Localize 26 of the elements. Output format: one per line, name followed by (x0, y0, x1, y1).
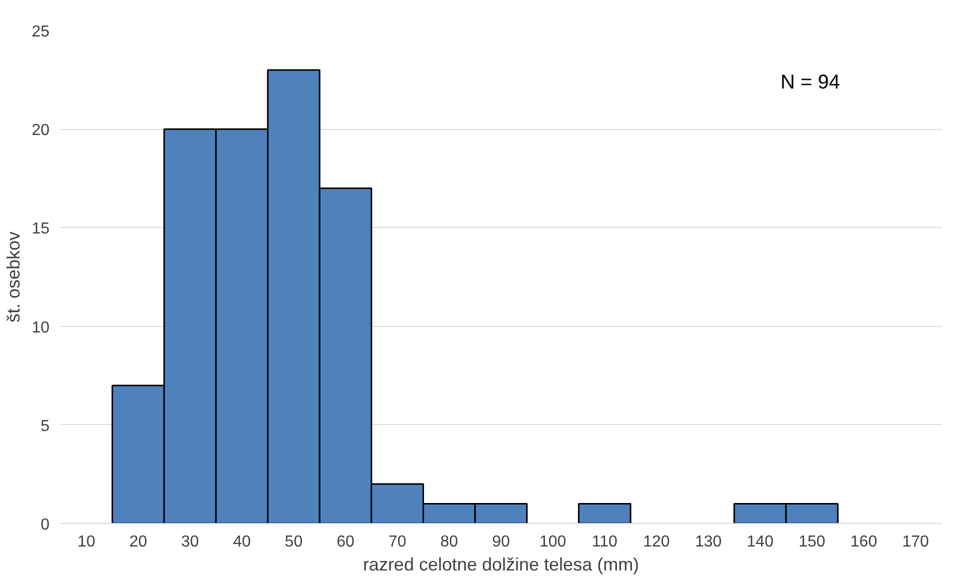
x-tick-label: 170 (902, 534, 930, 550)
y-tick-label: 5 (40, 418, 50, 435)
x-tick-label: 10 (78, 534, 96, 550)
x-tick-label: 80 (440, 534, 458, 550)
x-tick-label: 160 (850, 534, 878, 550)
x-tick-label: 140 (746, 534, 774, 550)
x-tick-label: 50 (284, 534, 303, 550)
x-tick-label: 30 (181, 534, 200, 550)
x-tick-label: 60 (336, 534, 355, 550)
x-tick-label: 110 (592, 534, 618, 550)
x-tick-label: 70 (388, 534, 406, 550)
y-tick-label: 10 (32, 319, 50, 336)
x-tick-label: 90 (492, 534, 510, 550)
y-tick-label: 25 (32, 24, 50, 40)
x-tick-label: 130 (694, 534, 722, 550)
y-tick-label: 0 (40, 516, 50, 534)
y-axis-title: št. osebkov (4, 231, 24, 323)
x-tick-label: 40 (232, 534, 251, 550)
x-tick-label: 120 (643, 534, 670, 550)
x-tick-label: 100 (539, 534, 566, 550)
x-tick-label: 150 (798, 534, 826, 550)
annotation: N = 94 (780, 72, 840, 94)
y-tick-label: 20 (32, 122, 50, 140)
x-axis-title: razred celotne dolžine telesa (mm) (362, 554, 640, 574)
y-tick-label: 15 (32, 220, 50, 238)
x-tick-label: 20 (129, 534, 148, 550)
